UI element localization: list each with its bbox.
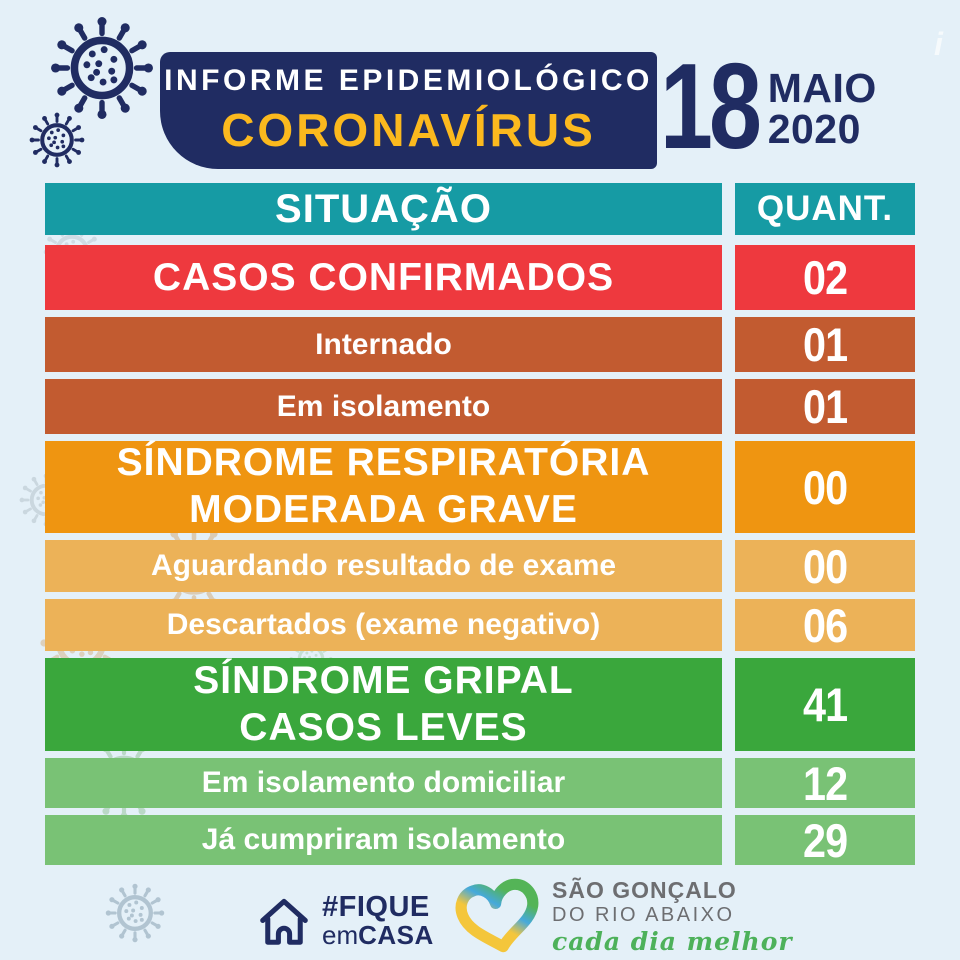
table-row: Em isolamento domiciliar 12 [45,756,915,810]
row-value: 00 [802,460,848,514]
row-label: Aguardando resultado de exame [150,549,617,582]
table-row: Em isolamento 01 [45,379,915,434]
date-day: 18 [660,38,762,174]
info-icon: i [934,26,943,62]
row-value: 29 [802,813,848,867]
row-label: Descartados (exame negativo) [166,608,601,641]
column-header-quantity: QUANT. [735,183,915,235]
row-value: 00 [802,539,848,593]
row-label: CASOS CONFIRMADOS [152,255,615,299]
city-name-line2: DO RIO ABAIXO [552,903,735,926]
table-row: SÍNDROME RESPIRATÓRIA MODERADA GRAVE 00 [45,441,915,533]
row-value: 12 [802,756,848,810]
report-subtitle: CORONAVÍRUS [221,104,596,156]
situation-table: SITUAÇÃO QUANT. CASOS CONFIRMADOS 02 Int… [45,183,915,872]
table-rows: CASOS CONFIRMADOS 02 Internado 01 Em iso… [45,245,915,867]
row-label: Em isolamento domiciliar [201,766,566,799]
table-row: Descartados (exame negativo) 06 [45,598,915,652]
table-row: SÍNDROME GRIPAL CASOS LEVES 41 [45,658,915,751]
row-value: 02 [802,251,848,304]
virus-icon [48,14,156,122]
row-label: Já cumpriram isolamento [201,823,566,856]
stay-home-badge: #FIQUE emCASA [256,892,434,950]
city-logo: SÃO GONÇALO DO RIO ABAIXO cada dia melho… [450,874,793,960]
table-row: Internado 01 [45,317,915,372]
table-row: Aguardando resultado de exame 00 [45,539,915,593]
row-value: 41 [802,678,848,731]
column-header-situation: SITUAÇÃO [45,183,722,235]
row-value: 06 [802,598,848,652]
date-month: MAIO [767,65,877,111]
house-icon [260,898,308,945]
row-label: SÍNDROME RESPIRATÓRIA MODERADA GRAVE [116,441,651,531]
heart-ribbon-logo [455,878,539,953]
fique-hashtag: #FIQUE [322,890,430,923]
row-label: SÍNDROME GRIPAL CASOS LEVES [193,658,574,749]
city-slogan: cada dia melhor [552,926,793,956]
virus-icon [104,882,166,944]
row-value: 01 [802,380,848,433]
report-date: 18 MAIO 2020 [660,38,877,174]
virus-icon [28,111,86,169]
title-banner: INFORME EPIDEMIOLÓGICO CORONAVÍRUS [160,52,657,169]
row-label: Em isolamento [276,389,491,423]
report-title: INFORME EPIDEMIOLÓGICO [164,64,653,97]
date-year: 2020 [767,106,861,152]
city-name-line1: SÃO GONÇALO [552,877,737,904]
row-label: Internado [315,327,452,361]
row-value: 01 [802,318,848,371]
table-row: CASOS CONFIRMADOS 02 [45,245,915,310]
fique-emcasa: emCASA [322,919,434,950]
table-header-row: SITUAÇÃO QUANT. [45,183,915,235]
table-row: Já cumpriram isolamento 29 [45,813,915,867]
